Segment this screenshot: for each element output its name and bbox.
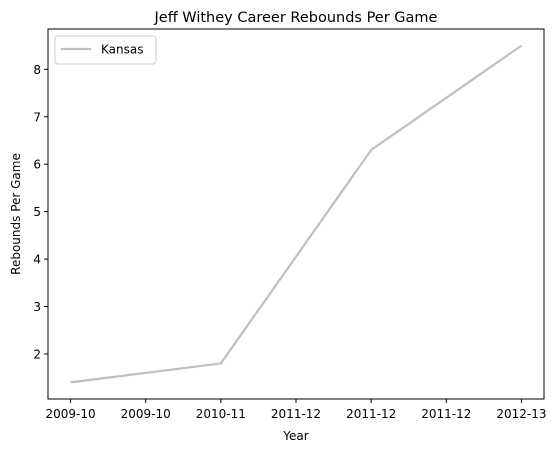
y-tick-label: 5 [33,205,41,219]
legend-box [54,35,157,65]
y-tick-label: 8 [33,63,41,77]
x-axis: 2009-10 2009-10 2010-11 2011-12 2011-12 2011-… [45,399,547,421]
legend: Kansas [54,35,157,65]
y-tick-label: 6 [33,158,41,172]
x-tick-label: 2009-10 [45,407,95,421]
plot-area [47,28,545,400]
series-line-kansas [70,44,523,384]
chart-title: Jeff Withey Career Rebounds Per Game [154,10,438,26]
y-tick-label: 4 [33,253,41,267]
series-layer [70,44,523,384]
legend-label: Kansas [101,43,143,57]
x-tick-label: 2012-13 [496,407,546,421]
y-tick-label: 2 [33,347,41,361]
y-axis-label: Rebounds Per Game [9,153,23,275]
x-tick-label: 2010-11 [196,407,246,421]
x-tick-label: 2011-12 [421,407,471,421]
y-axis: 2 3 4 5 6 7 8 [33,63,48,361]
x-tick-label: 2011-12 [346,407,396,421]
x-axis-label: Year [282,429,308,443]
x-tick-label: 2009-10 [121,407,171,421]
x-tick-label: 2011-12 [271,407,321,421]
y-tick-label: 3 [33,300,41,314]
y-tick-label: 7 [33,110,41,124]
